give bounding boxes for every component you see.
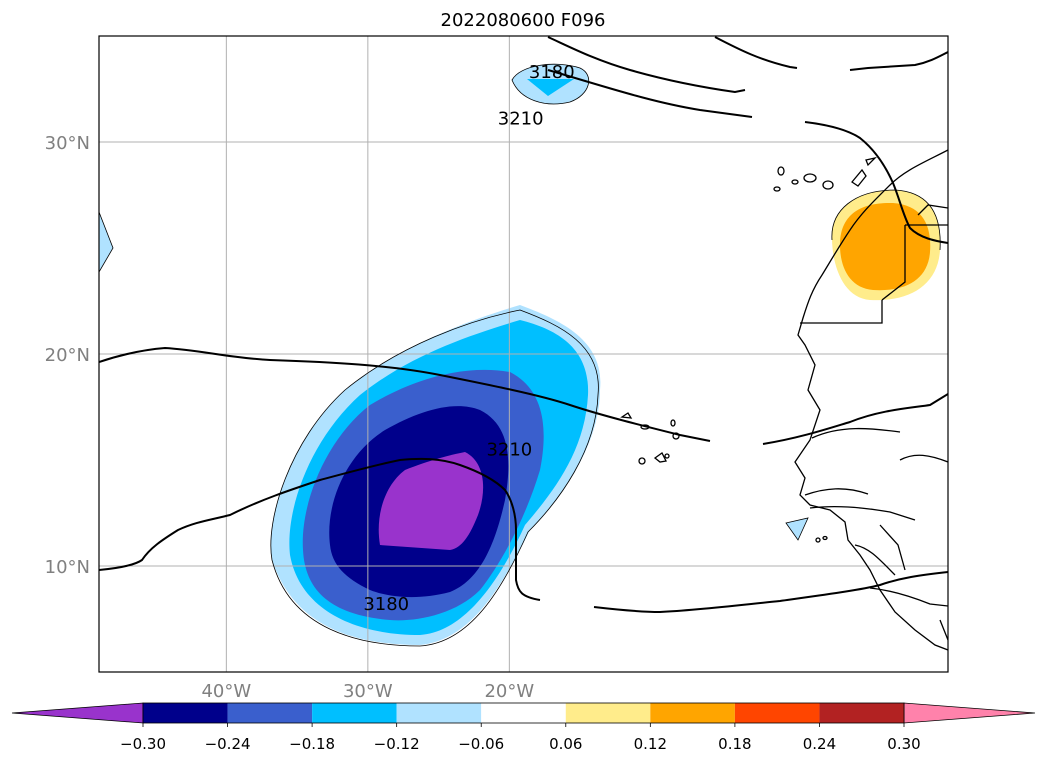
grid-lines xyxy=(99,36,948,672)
y-tick-label: 20°N xyxy=(45,345,90,366)
colorbar-swatch-2 xyxy=(312,703,397,723)
contour-line-3210-north xyxy=(547,69,948,244)
x-tick-label: 30°W xyxy=(343,681,393,702)
colorbar-tick-label: −0.18 xyxy=(289,735,335,753)
y-tick-label: 10°N xyxy=(45,557,90,578)
contour-label-3: 3180 xyxy=(363,594,409,615)
colorbar-tick-label: −0.12 xyxy=(374,735,420,753)
x-tick-label: 40°W xyxy=(201,681,251,702)
anomaly-fill-small-north-core xyxy=(527,79,574,96)
axis-tick-labels: 40°W 30°W 20°W 30°N 20°N 10°N xyxy=(45,133,535,702)
contour-label-0: 3180 xyxy=(529,62,575,83)
map-panel: 3180 3210 3210 3180 40°W 30°W 20°W 30°N 20°N 10°… xyxy=(45,35,949,702)
colorbar-tick-label: −0.24 xyxy=(205,735,251,753)
colorbar-tick-label: −0.30 xyxy=(120,735,166,753)
filled-contours xyxy=(99,64,941,645)
contour-label-1: 3210 xyxy=(498,109,544,130)
x-tick-label: 20°W xyxy=(484,681,534,702)
chart-title: 2022080600 F096 xyxy=(441,10,606,31)
y-tick-label: 30°N xyxy=(45,133,90,154)
map-frame xyxy=(98,35,949,673)
contour-label-2: 3210 xyxy=(486,439,532,460)
colorbar-frame xyxy=(142,702,905,724)
coastlines xyxy=(620,149,948,651)
colorbar-tick-label: 0.30 xyxy=(887,735,920,753)
contour-line-3180-north xyxy=(547,36,948,94)
colorbar-tick-label: 0.18 xyxy=(718,735,751,753)
colorbar-extend-low xyxy=(11,702,144,724)
colorbar-swatch-6 xyxy=(650,703,735,723)
colorbar-swatch-4 xyxy=(481,703,566,723)
anomaly-fill-neg-0.30 xyxy=(378,452,484,550)
colorbar-swatch-7 xyxy=(734,703,820,723)
contour-line-3210-south xyxy=(99,346,948,445)
colorbar-tick-label: 0.24 xyxy=(803,735,836,753)
colorbar-tick-label: −0.06 xyxy=(458,735,504,753)
colorbar-extend-high xyxy=(903,702,1036,724)
contour-line-3180-south xyxy=(99,457,948,614)
anomaly-fill-west-edge xyxy=(99,212,113,272)
colorbar-swatch-8 xyxy=(819,703,904,723)
colorbar-swatch-5 xyxy=(565,703,651,723)
colorbar-tick-label: 0.12 xyxy=(634,735,667,753)
colorbar-swatch-0 xyxy=(143,703,228,723)
height-contours xyxy=(99,36,948,614)
contour-labels: 3180 3210 3210 3180 xyxy=(363,62,574,615)
colorbar-swatch-1 xyxy=(227,703,313,723)
colorbar: −0.30 −0.24 −0.18 −0.12 −0.06 0.06 0.12 0.18 0.2… xyxy=(11,702,1036,753)
anomaly-fill-pos-0.12 xyxy=(840,202,931,291)
colorbar-swatch-3 xyxy=(396,703,482,723)
anomaly-fill-small-coast xyxy=(786,518,808,540)
colorbar-tick-label: 0.06 xyxy=(549,735,582,753)
